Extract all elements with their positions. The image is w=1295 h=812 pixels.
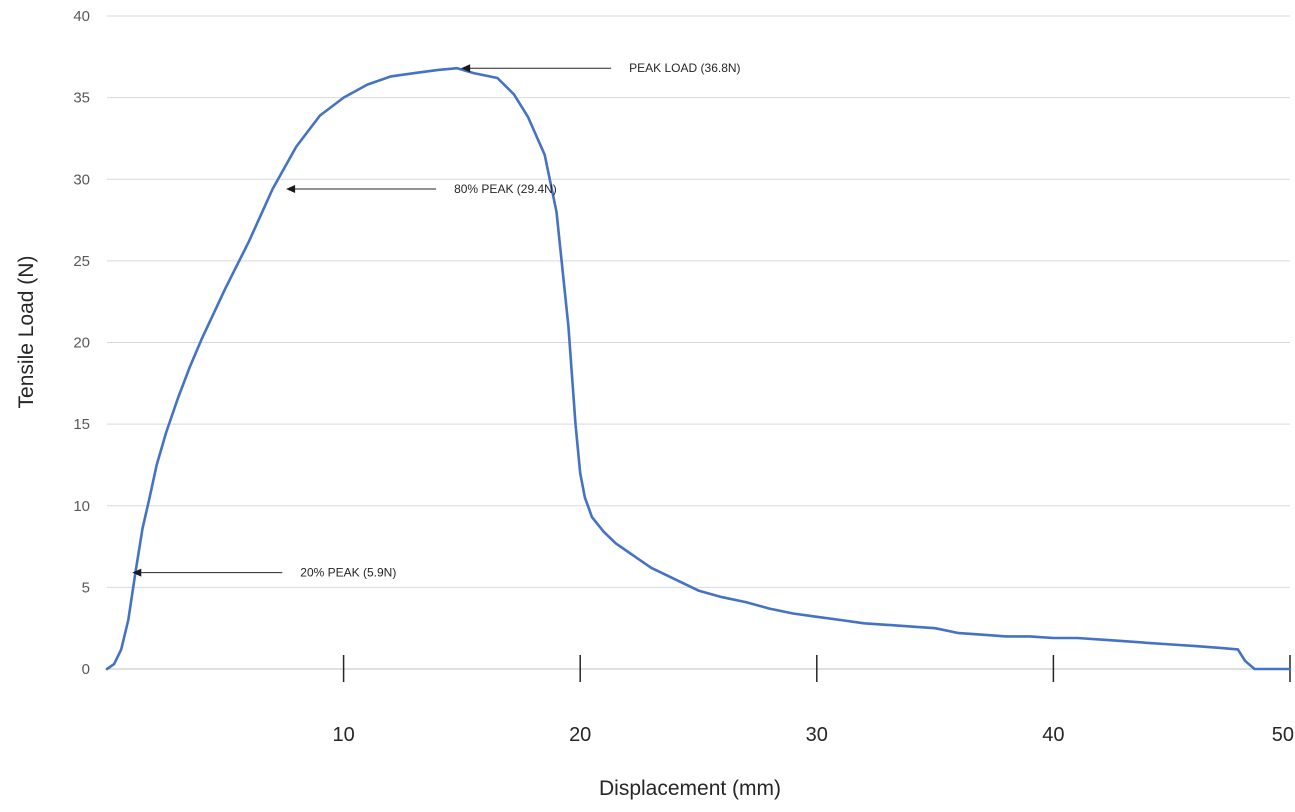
y-tick-label: 0 bbox=[82, 661, 90, 678]
y-tick-label: 35 bbox=[73, 90, 90, 107]
y-tick-label: 40 bbox=[73, 8, 90, 25]
gridlines bbox=[107, 15, 1290, 588]
x-tick-label: 20 bbox=[569, 724, 591, 746]
annotation-arrowhead bbox=[132, 568, 142, 577]
annotation-label: 20% PEAK (5.9N) bbox=[300, 566, 396, 580]
y-tick-label: 25 bbox=[73, 253, 90, 270]
annotation-label: PEAK LOAD (36.8N) bbox=[629, 61, 740, 75]
series-line bbox=[105, 66, 1292, 671]
x-tick-label: 50 bbox=[1272, 724, 1294, 746]
y-axis-title: Tensile Load (N) bbox=[15, 256, 38, 409]
annotation-arrowhead bbox=[461, 64, 471, 73]
y-tick-label: 30 bbox=[73, 171, 90, 188]
y-tick-label: 10 bbox=[73, 498, 90, 515]
series-layer bbox=[105, 66, 1292, 671]
y-tick-label: 20 bbox=[73, 335, 90, 352]
x-tick-label: 30 bbox=[806, 724, 828, 746]
y-tick-label: 15 bbox=[73, 416, 90, 433]
x-axis: 0 5 10 15 20 25 30 35 40 10 20 30 40 50 bbox=[73, 8, 1294, 746]
x-tick-label: 10 bbox=[332, 724, 354, 746]
annotation-arrowhead bbox=[286, 185, 296, 194]
x-axis-title: Displacement (mm) bbox=[599, 777, 781, 800]
x-tick-label: 40 bbox=[1042, 724, 1064, 746]
annotations: PEAK LOAD (36.8N) 80% PEAK (29.4N) 20% PEA… bbox=[132, 61, 741, 580]
annotation-label: 80% PEAK (29.4N) bbox=[454, 182, 557, 196]
y-tick-label: 5 bbox=[82, 579, 90, 596]
